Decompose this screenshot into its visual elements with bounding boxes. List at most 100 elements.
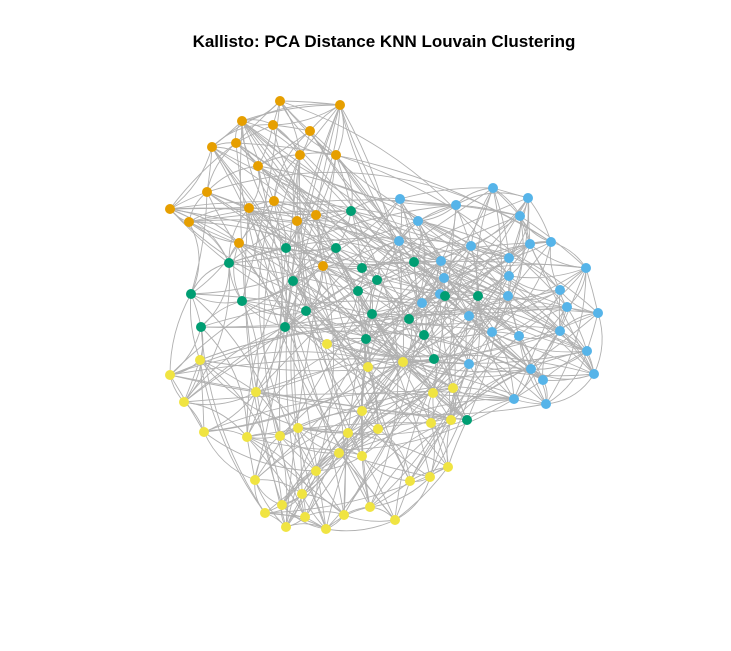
graph-edge	[169, 207, 479, 297]
node-orange	[318, 261, 328, 271]
graph-edge	[408, 220, 426, 320]
node-green	[237, 296, 247, 306]
graph-edge	[357, 290, 446, 300]
graph-edge	[529, 243, 595, 375]
node-orange	[237, 116, 247, 126]
graph-edge	[235, 142, 396, 521]
graph-edge	[297, 427, 363, 457]
node-green	[372, 275, 382, 285]
graph-edge	[254, 279, 378, 481]
node-blue	[589, 369, 599, 379]
node-yellow	[357, 451, 367, 461]
graph-edge	[545, 373, 595, 405]
graph-edge	[200, 262, 230, 328]
graph-edge	[169, 351, 454, 389]
node-yellow	[334, 448, 344, 458]
node-blue	[582, 346, 592, 356]
graph-edge	[190, 242, 240, 295]
graph-edge	[200, 295, 446, 328]
node-blue	[581, 263, 591, 273]
graph-edge	[183, 391, 257, 406]
graph-edge	[365, 295, 509, 340]
graph-edge	[448, 245, 472, 421]
node-yellow	[448, 383, 458, 393]
node-orange	[335, 100, 345, 110]
node-green	[353, 286, 363, 296]
graph-edge	[203, 431, 256, 481]
graph-edge	[241, 120, 435, 360]
graph-edge	[248, 207, 371, 508]
graph-edge	[530, 350, 588, 370]
graph-edge	[377, 428, 411, 482]
node-blue	[541, 399, 551, 409]
graph-edge	[315, 265, 334, 472]
node-green	[357, 263, 367, 273]
node-blue	[395, 194, 405, 204]
graph-edge	[169, 293, 192, 376]
node-blue	[504, 271, 514, 281]
node-yellow	[321, 524, 331, 534]
node-yellow	[277, 500, 287, 510]
graph-edge	[169, 208, 373, 315]
graph-edge	[246, 436, 306, 518]
node-green	[419, 330, 429, 340]
graph-edge	[338, 312, 599, 454]
graph-edge	[169, 142, 237, 210]
graph-edge	[297, 427, 303, 495]
graph-edge	[190, 293, 288, 528]
graph-edge	[248, 207, 432, 424]
graph-edge	[339, 104, 532, 370]
graph-edge	[361, 197, 529, 412]
graph-edge	[255, 391, 452, 421]
graph-edge	[369, 419, 452, 508]
node-yellow	[398, 357, 408, 367]
node-yellow	[428, 388, 438, 398]
graph-edge	[285, 260, 442, 528]
graph-edge	[206, 171, 552, 243]
node-orange	[253, 161, 263, 171]
graph-edge	[325, 519, 396, 532]
node-blue	[546, 237, 556, 247]
graph-edge	[545, 267, 587, 405]
node-yellow	[446, 415, 456, 425]
graph-edge	[281, 387, 454, 506]
graph-edge	[284, 326, 435, 360]
node-yellow	[357, 406, 367, 416]
graph-edge	[188, 221, 410, 320]
graph-edge	[241, 104, 341, 122]
graph-edge	[285, 428, 379, 528]
node-green	[462, 415, 472, 425]
graph-edge	[203, 315, 470, 433]
graph-edge	[169, 146, 213, 210]
graph-edge	[315, 214, 411, 482]
graph-edge	[369, 476, 431, 508]
graph-edge	[470, 245, 561, 291]
graph-edge	[361, 455, 396, 521]
node-yellow	[322, 339, 332, 349]
graph-edge	[183, 393, 515, 403]
graph-edge	[279, 435, 340, 454]
node-orange	[165, 204, 175, 214]
node-blue	[439, 273, 449, 283]
node-blue	[515, 211, 525, 221]
graph-edge	[241, 120, 432, 424]
node-yellow	[443, 462, 453, 472]
graph-edge	[338, 452, 396, 521]
node-yellow	[250, 475, 260, 485]
node-orange	[311, 210, 321, 220]
graph-edge	[272, 124, 337, 156]
graph-edge	[409, 335, 520, 482]
graph-edge	[455, 192, 529, 206]
graph-edge	[183, 262, 230, 403]
graph-edge	[199, 359, 349, 434]
node-blue	[417, 298, 427, 308]
node-blue	[593, 308, 603, 318]
node-blue	[394, 236, 404, 246]
node-blue	[562, 302, 572, 312]
graph-edge	[559, 330, 595, 375]
graph-edge	[325, 261, 418, 530]
node-yellow	[251, 387, 261, 397]
node-green	[280, 322, 290, 332]
plot-title: Kallisto: PCA Distance KNN Louvain Clust…	[193, 32, 576, 51]
